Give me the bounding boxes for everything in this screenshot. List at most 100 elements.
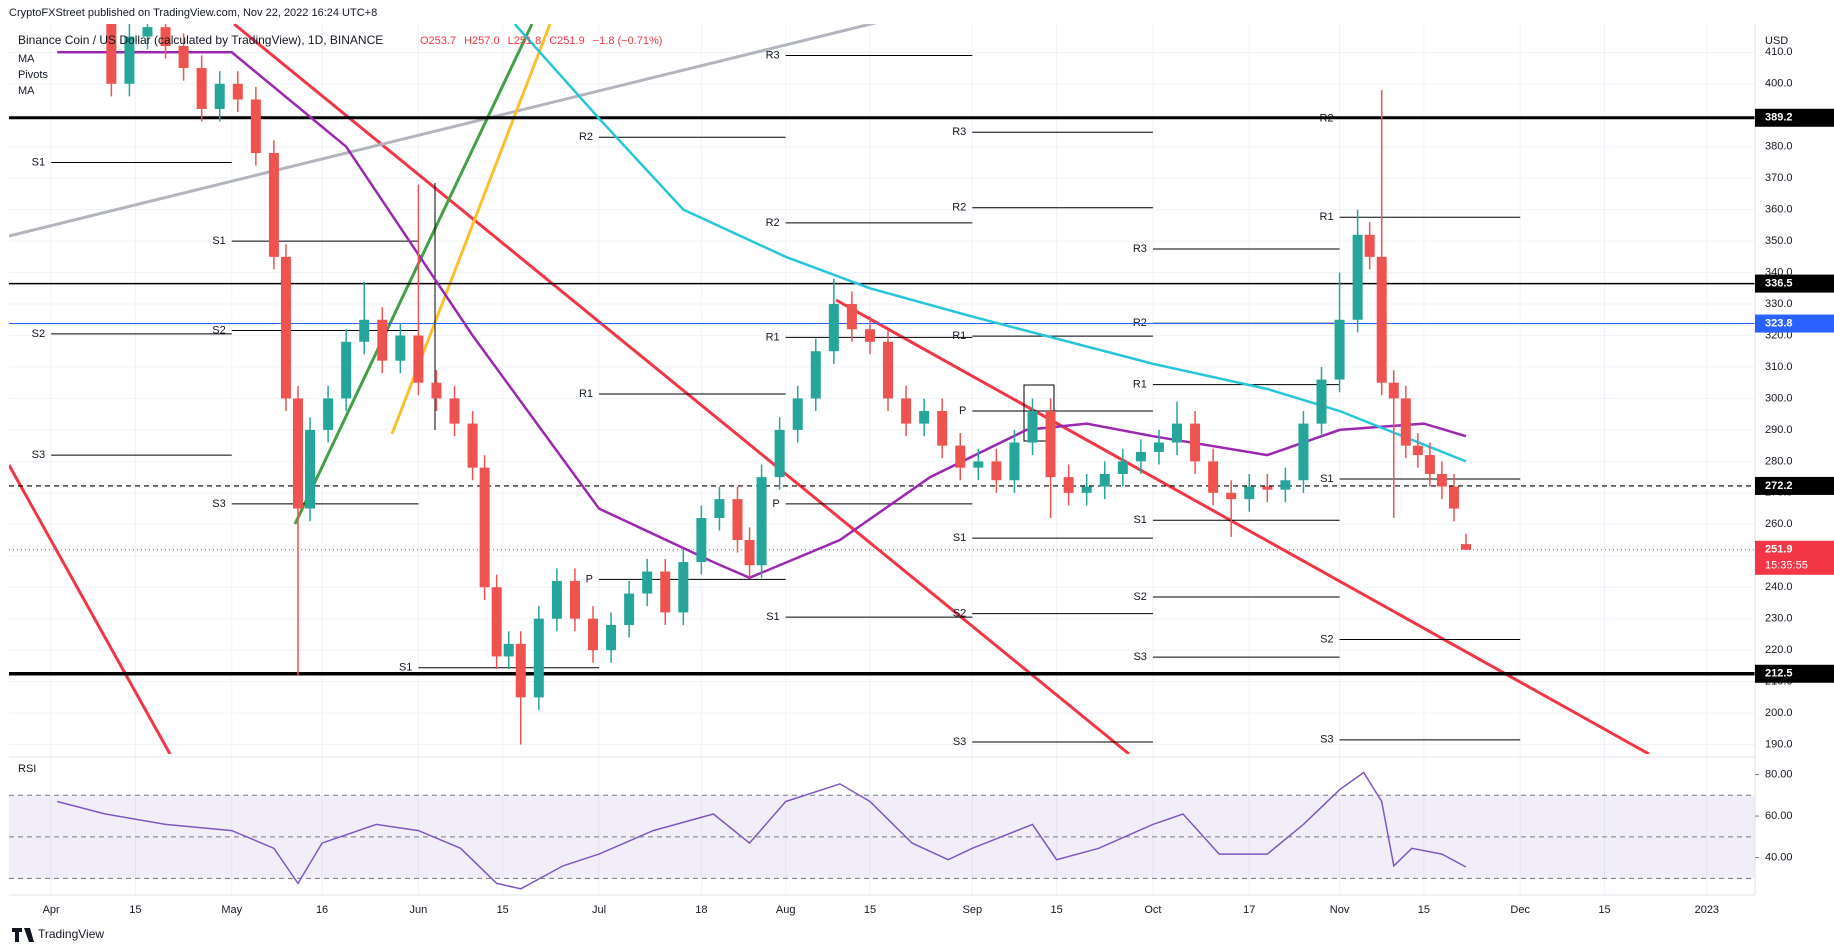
candle-body <box>774 429 785 478</box>
pivot-label: R1 <box>579 388 593 400</box>
trend-line <box>293 24 534 525</box>
y-tick-label: 410.0 <box>1765 46 1793 58</box>
candle-body <box>214 83 225 109</box>
candle-body <box>1412 445 1423 456</box>
pivot-label: S2 <box>953 608 966 620</box>
candle-body <box>732 499 743 541</box>
level-label-value: 212.5 <box>1765 668 1793 680</box>
x-tick-label: 2023 <box>1695 904 1719 916</box>
candle-body <box>828 304 839 352</box>
x-tick-label: May <box>221 904 242 916</box>
pivot-label: S3 <box>1133 651 1146 663</box>
x-tick-label: Jun <box>410 904 428 916</box>
footer: TradingView <box>38 927 104 941</box>
y-tick-label: 380.0 <box>1765 141 1793 153</box>
candle-body <box>323 398 334 430</box>
y-tick-label: 360.0 <box>1765 204 1793 216</box>
candle-body <box>1364 234 1375 257</box>
rsi-tick-label: 60.00 <box>1765 810 1793 822</box>
x-tick-label: Nov <box>1330 904 1350 916</box>
pivot-label: S1 <box>766 611 779 623</box>
x-tick-label: 16 <box>316 904 328 916</box>
trend-line <box>233 24 1130 754</box>
candle-body <box>864 329 875 342</box>
y-tick-label: 350.0 <box>1765 235 1793 247</box>
rsi-pane <box>9 771 1755 890</box>
x-tick-label: Jul <box>592 904 606 916</box>
candle-body <box>1262 486 1273 490</box>
candle-body <box>1099 473 1110 487</box>
candle-body <box>1117 461 1128 474</box>
pivot-label: S3 <box>953 736 966 748</box>
candle-body <box>1388 382 1399 399</box>
candle-body <box>919 411 930 424</box>
trend-line <box>9 464 172 754</box>
candle-body <box>569 580 580 619</box>
rsi-label: RSI <box>18 763 36 775</box>
candle-body <box>1190 423 1201 462</box>
last-price-value: 251.9 <box>1765 544 1793 556</box>
pivot-label: S1 <box>212 235 225 247</box>
x-tick-label: 15 <box>1050 904 1062 916</box>
x-tick-label: 18 <box>695 904 707 916</box>
y-tick-label: 260.0 <box>1765 518 1793 530</box>
candle-body <box>196 68 207 109</box>
x-tick-label: 15 <box>1598 904 1610 916</box>
y-tick-label: 230.0 <box>1765 613 1793 625</box>
candle-body <box>341 341 352 399</box>
symbol: Binance Coin / US Dollar (calculated by … <box>18 33 383 47</box>
candle-body <box>744 540 755 566</box>
x-tick-label: Oct <box>1144 904 1161 916</box>
pivot-label: R3 <box>952 126 966 138</box>
candle-body <box>1400 398 1411 446</box>
indicator-label: Pivots <box>18 69 48 81</box>
rsi-tick-label: 80.00 <box>1765 768 1793 780</box>
candle-body <box>503 643 514 657</box>
candle-body <box>756 477 767 566</box>
candle-body <box>280 256 291 399</box>
candle-body <box>292 398 303 509</box>
pivot-label: R3 <box>766 49 780 61</box>
candle-body <box>1027 411 1038 443</box>
indicator-label: MA <box>18 85 35 97</box>
pivot-label: S2 <box>212 324 225 336</box>
candle-body <box>624 593 635 625</box>
pivot-label: R1 <box>952 330 966 342</box>
trend-line <box>835 298 1650 754</box>
candle-body <box>1280 480 1291 490</box>
y-tick-label: 220.0 <box>1765 644 1793 656</box>
candle-body <box>232 83 243 100</box>
candle-body <box>1298 423 1309 481</box>
candle-body <box>606 624 617 651</box>
candle-body <box>124 36 135 84</box>
candle-body <box>178 46 189 69</box>
candle-body <box>449 398 460 424</box>
candle-body <box>160 27 171 47</box>
candle-body <box>714 499 725 519</box>
candle-body <box>678 562 689 613</box>
pivot-label: R2 <box>766 217 780 229</box>
candle-body <box>479 467 490 588</box>
candle-body <box>973 461 984 468</box>
candle-body <box>1081 486 1092 493</box>
pivot-label: R1 <box>1320 211 1334 223</box>
candle-body <box>413 335 424 383</box>
level-label-value: 336.5 <box>1765 277 1793 289</box>
candle-body <box>268 153 279 257</box>
y-tick-label: 200.0 <box>1765 707 1793 719</box>
candle-body <box>883 341 894 399</box>
candle-body <box>515 643 526 698</box>
candle-body <box>1172 423 1183 443</box>
candle-body <box>792 398 803 430</box>
candle-body <box>1334 319 1345 380</box>
candle-body <box>305 429 316 509</box>
y-tick-label: 280.0 <box>1765 455 1793 467</box>
y-tick-label: 290.0 <box>1765 424 1793 436</box>
x-tick-label: 15 <box>497 904 509 916</box>
candle-body <box>1226 492 1237 500</box>
rsi-line <box>57 771 1467 890</box>
y-tick-label: 370.0 <box>1765 172 1793 184</box>
candle-body <box>1376 256 1387 383</box>
candle-body <box>1448 486 1459 509</box>
